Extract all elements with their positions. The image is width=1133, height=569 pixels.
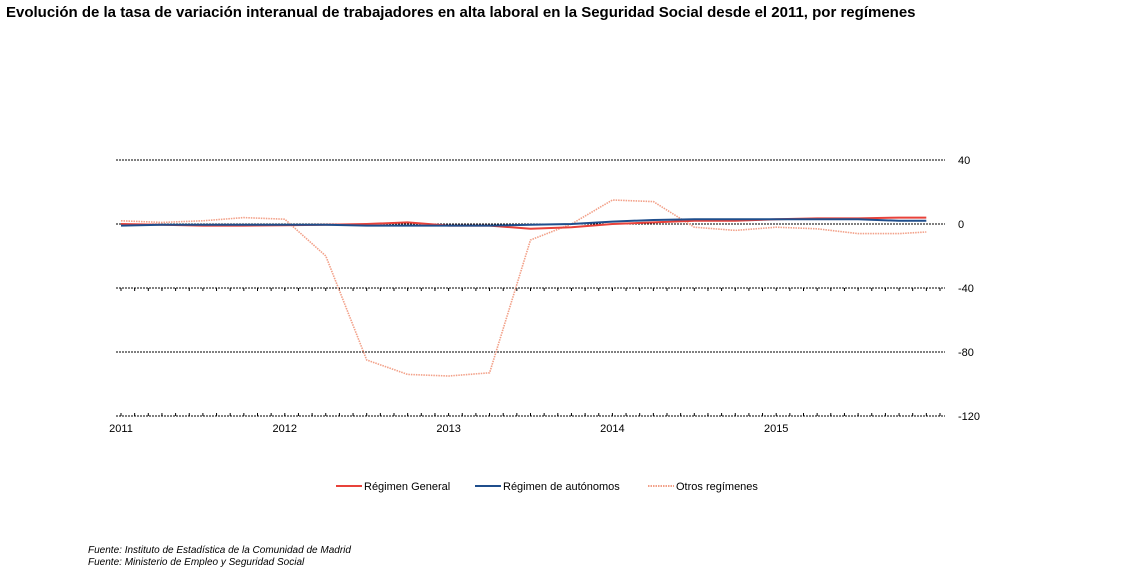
series-line-3 <box>120 199 927 377</box>
y-tick-label: 40 <box>958 155 970 167</box>
x-tick-label: 2013 <box>436 423 460 435</box>
source-note-1: Fuente: Instituto de Estadística de la C… <box>88 545 351 556</box>
legend-label-3: Otros regímenes <box>676 481 758 493</box>
y-tick-label: -120 <box>958 411 980 423</box>
legend: Régimen General Régimen de autónomos Otros… <box>336 481 758 493</box>
y-tick-labels: 40 0 -40 -80 -120 <box>958 155 980 423</box>
series-line-2 <box>120 218 927 227</box>
legend-label-2: Régimen de autónomos <box>503 481 620 493</box>
source-note-2: Fuente: Ministerio de Empleo y Seguridad… <box>88 557 305 568</box>
x-tick-label: 2012 <box>273 423 297 435</box>
x-tick-labels: 2011 2012 2013 2014 2015 <box>109 423 788 435</box>
y-tick-label: -40 <box>958 283 974 295</box>
x-tick-label: 2011 <box>109 423 133 435</box>
gridlines <box>116 159 945 417</box>
x-tick-label: 2014 <box>600 423 624 435</box>
y-tick-label: 0 <box>958 219 964 231</box>
chart-title: Evolución de la tasa de variación intera… <box>6 4 916 21</box>
x-tick-label: 2015 <box>764 423 788 435</box>
series-lines <box>120 199 927 377</box>
legend-label-1: Régimen General <box>364 481 450 493</box>
y-tick-label: -80 <box>958 347 974 359</box>
